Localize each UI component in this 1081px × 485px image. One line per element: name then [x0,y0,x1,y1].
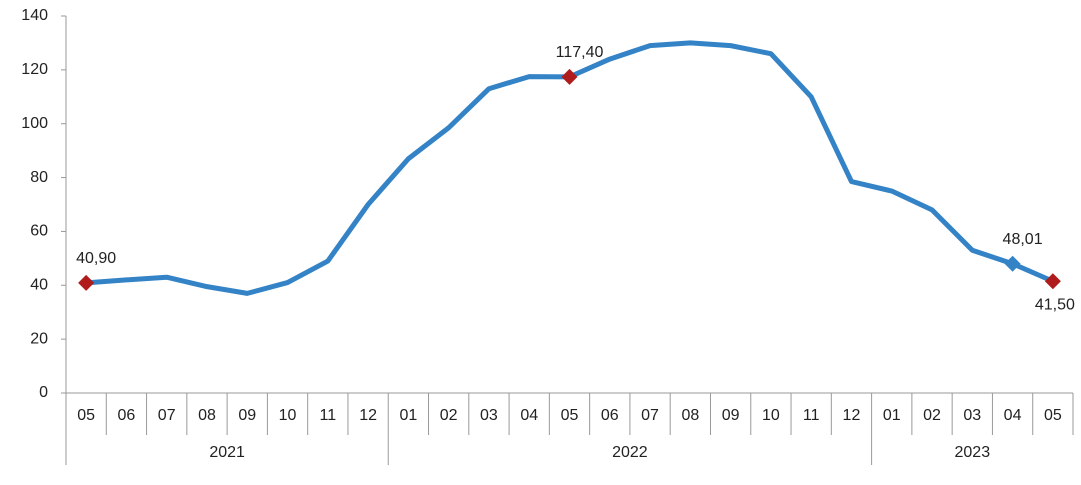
x-tick-label: 06 [601,407,619,424]
x-tick-label: 11 [320,407,337,424]
x-tick-label: 03 [480,407,498,424]
point-marker [78,274,95,291]
data-label: 40,90 [76,250,116,267]
y-tick-label: 0 [39,384,48,401]
y-tick-label: 140 [21,7,48,24]
x-tick-label: 10 [762,407,780,424]
x-tick-label: 02 [923,407,941,424]
x-tick-label: 07 [158,407,176,424]
x-tick-label: 12 [359,407,377,424]
x-tick-label: 05 [1044,407,1062,424]
x-group-label: 2021 [209,444,245,461]
y-tick-label: 20 [30,330,48,347]
x-tick-label: 03 [963,407,981,424]
data-label: 48,01 [1003,231,1043,248]
x-tick-label: 12 [843,407,861,424]
x-tick-label: 10 [279,407,297,424]
y-tick-label: 100 [21,115,48,132]
x-tick-label: 08 [198,407,216,424]
x-tick-label: 01 [883,407,901,424]
x-group-label: 2022 [612,444,648,461]
y-tick-label: 60 [30,223,48,240]
y-tick-label: 120 [21,61,48,78]
x-tick-label: 04 [1004,407,1022,424]
point-marker [1004,255,1021,272]
data-label: 117,40 [556,44,604,61]
x-tick-label: 01 [399,407,417,424]
x-tick-label: 11 [803,407,820,424]
x-tick-label: 04 [520,407,538,424]
y-tick-label: 40 [30,277,48,294]
x-tick-label: 02 [440,407,458,424]
x-tick-label: 06 [118,407,136,424]
x-tick-label: 09 [238,407,256,424]
x-tick-label: 05 [561,407,579,424]
x-tick-label: 05 [77,407,95,424]
x-group-label: 2023 [955,444,991,461]
point-marker [1044,273,1061,290]
data-label: 41,50 [1035,296,1075,313]
point-marker [561,68,578,85]
y-tick-label: 80 [30,169,48,186]
x-tick-label: 08 [681,407,699,424]
x-tick-label: 09 [722,407,740,424]
x-tick-label: 07 [641,407,659,424]
